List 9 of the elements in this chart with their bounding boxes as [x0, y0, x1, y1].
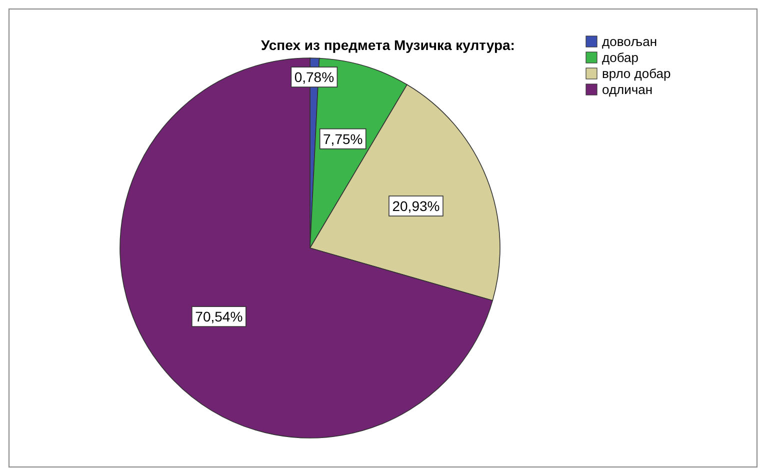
data-label: 0,78% [294, 69, 334, 86]
data-label: 20,93% [392, 198, 440, 214]
legend-label: добар [602, 50, 638, 65]
legend-label: довољан [602, 34, 657, 49]
data-label: 7,75% [323, 130, 363, 147]
data-label: 70,54% [195, 308, 243, 325]
legend-label: врло добар [602, 66, 671, 81]
legend-label: одличан [602, 82, 653, 97]
chart-title: Успех из предмета Музичка култура: [261, 37, 515, 53]
